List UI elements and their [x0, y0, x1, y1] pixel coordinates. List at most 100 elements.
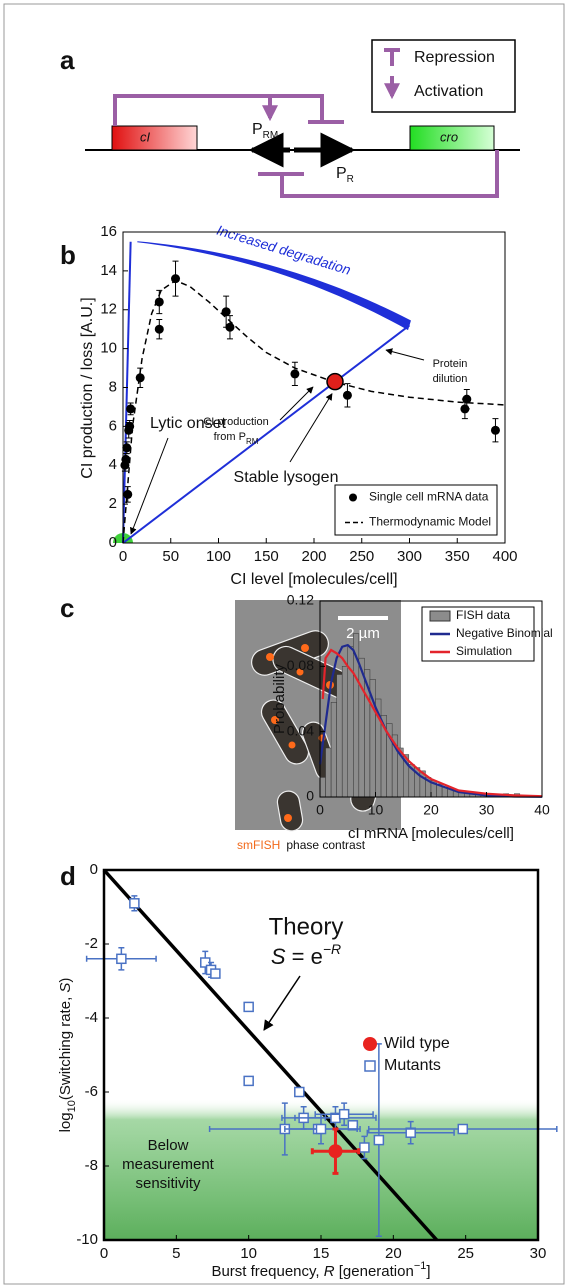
regulation-diagram: Repression Activation cI cro PRM PR [85, 40, 520, 196]
y-tick-label: 0 [306, 788, 314, 804]
legend-label: Wild type [384, 1035, 450, 1052]
text-part: S [57, 983, 74, 993]
repression-path [258, 150, 497, 196]
gene-label: cro [440, 129, 458, 144]
data-point [462, 395, 471, 404]
text-part: S [271, 944, 286, 969]
text-part: smFISH [237, 838, 280, 852]
data-point [123, 490, 132, 499]
x-tick-label: 400 [492, 548, 517, 565]
y-tick-label: 0 [109, 534, 117, 551]
x-tick-label: 15 [313, 1245, 330, 1262]
data-point [136, 373, 145, 382]
x-axis-label: Burst frequency, R [generation−1] [211, 1260, 430, 1280]
text-part: [generation [335, 1263, 414, 1280]
text-part: (Switching rate, [57, 993, 74, 1101]
text-part: ) [57, 978, 74, 983]
x-tick-label: 0 [100, 1245, 108, 1262]
legend: Single cell mRNA data Thermodynamic Model [335, 485, 497, 535]
x-tick-label: 10 [368, 802, 384, 818]
y-tick-label: 2 [109, 495, 117, 512]
y-tick-label: -8 [85, 1157, 98, 1174]
promoter-label: PR [336, 165, 354, 185]
gene-ci [112, 126, 197, 150]
data-point [343, 391, 352, 400]
data-point [290, 369, 299, 378]
data-point [340, 1110, 349, 1119]
panel-label: a [60, 45, 75, 75]
text-part: = e [286, 944, 323, 969]
theory-label: Theory [269, 913, 344, 940]
y-axis-label: log10(Switching rate, S) [57, 978, 78, 1133]
y-tick-label: 16 [100, 223, 117, 240]
x-tick-label: 250 [349, 548, 374, 565]
x-tick-label: 200 [301, 548, 326, 565]
region-label: sensitivity [135, 1175, 201, 1192]
x-tick-label: 0 [316, 802, 324, 818]
data-point [244, 1076, 253, 1085]
y-tick-label: 8 [109, 378, 117, 395]
region-label: measurement [122, 1156, 215, 1173]
theory-formula: S = e−R [271, 941, 341, 969]
data-point [491, 426, 500, 435]
legend-label: Simulation [456, 644, 512, 658]
x-tick-label: 30 [530, 1245, 547, 1262]
text-part: RM [263, 130, 279, 141]
data-point [225, 323, 234, 332]
data-point [374, 1136, 383, 1145]
data-point [130, 899, 139, 908]
histogram-bar [320, 777, 326, 797]
x-tick-label: 5 [172, 1245, 180, 1262]
histogram-bar [337, 675, 343, 798]
data-point [222, 307, 231, 316]
x-tick-label: 350 [445, 548, 470, 565]
annotation: from PRM [214, 431, 259, 446]
data-point [317, 1125, 326, 1134]
x-tick-label: 40 [534, 802, 550, 818]
data-point [155, 297, 164, 306]
x-tick-label: 10 [240, 1245, 257, 1262]
y-tick-label: -2 [85, 935, 98, 952]
text-part: log [57, 1112, 74, 1132]
y-tick-label: 4 [109, 456, 117, 473]
stable-point [327, 374, 343, 390]
caption: smFISHphase contrast [237, 838, 366, 852]
y-tick-label: -6 [85, 1083, 98, 1100]
legend-label: Activation [414, 83, 483, 100]
histogram-bar [331, 702, 337, 797]
text-part: Burst frequency, [211, 1263, 323, 1280]
panel-label: c [60, 593, 74, 623]
text-part: RM [246, 437, 259, 446]
x-tick-label: 100 [206, 548, 231, 565]
data-point [117, 954, 126, 963]
y-tick-label: 0.04 [287, 722, 314, 738]
x-tick-label: 0 [119, 548, 127, 565]
x-tick-label: 20 [385, 1245, 402, 1262]
y-tick-label: -10 [76, 1231, 98, 1248]
text-part: −1 [414, 1260, 427, 1272]
data-point [171, 274, 180, 283]
y-tick-label: 0.08 [287, 657, 314, 673]
y-tick-label: 14 [100, 262, 117, 279]
data-point [295, 1088, 304, 1097]
repression-path [115, 96, 344, 126]
legend-label: Single cell mRNA data [369, 490, 489, 504]
data-point [328, 1144, 342, 1158]
legend-label: Negative Binomial [456, 626, 553, 640]
legend-label: Mutants [384, 1057, 441, 1074]
annotation: Stable lysogen [234, 469, 339, 486]
legend-label: Thermodynamic Model [369, 515, 491, 529]
text-part: from P [214, 431, 246, 443]
x-tick-label: 25 [457, 1245, 474, 1262]
legend-symbol [349, 494, 357, 502]
data-point [211, 969, 220, 978]
text-part: P [336, 165, 347, 182]
gene-label: cI [140, 129, 151, 144]
x-tick-label: 300 [397, 548, 422, 565]
y-tick-label: 0.12 [287, 592, 314, 608]
annotation-arrow [386, 350, 424, 360]
text-part: R [347, 174, 354, 185]
histogram-bar [326, 748, 332, 797]
x-axis-label: CI level [molecules/cell] [230, 571, 397, 588]
